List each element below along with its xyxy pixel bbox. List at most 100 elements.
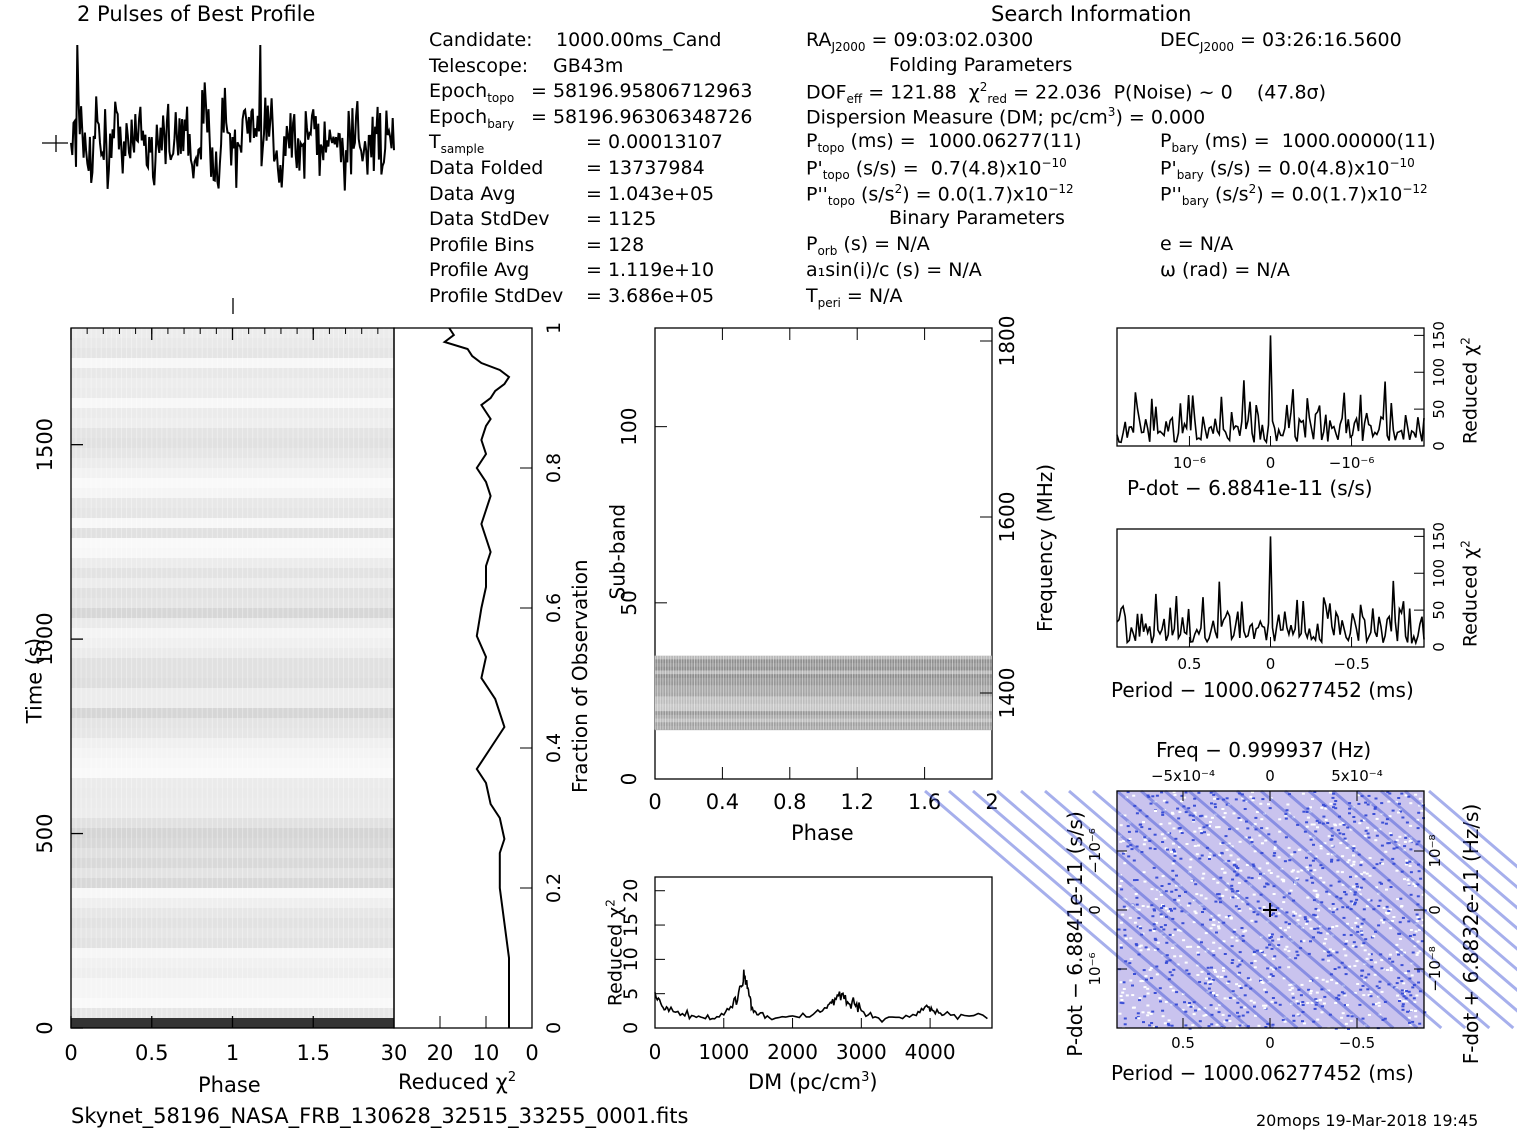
ppdot-pixel (1158, 987, 1162, 990)
ppdot-pixel (1352, 885, 1356, 888)
x-tick-label: 0.5 (135, 1041, 168, 1065)
ppdot-pixel (1202, 908, 1206, 911)
heat-row (71, 998, 394, 1009)
ppdot-pixel (1410, 938, 1414, 941)
ppdot-pixel (1119, 995, 1123, 998)
ppdot-pixel (1331, 796, 1335, 799)
ppdot-pixel (1400, 792, 1404, 795)
ppdot-pixel (1421, 924, 1425, 927)
phase-axis-label-mid: Phase (791, 821, 854, 845)
ppdot-pixel (1220, 867, 1224, 870)
ppdot-pixel (1403, 993, 1406, 996)
ppdot-pixel (1414, 1010, 1417, 1012)
ppdot-pixel (1153, 937, 1157, 940)
ppdot-pixel (1353, 820, 1357, 823)
ppdot-pixel (1260, 977, 1263, 980)
ppdot-pixel (1278, 830, 1282, 833)
ppdot-pixel (1292, 914, 1296, 917)
x-tick-label: 20 (427, 1041, 454, 1065)
x-tick-label: 1.6 (908, 790, 941, 814)
ppdot-pixel (1310, 823, 1314, 826)
ppdot-pixel (1353, 992, 1357, 994)
ppdot-pixel (1356, 917, 1360, 920)
ppdot-pixel (1408, 977, 1412, 980)
info-label: Epochtopo (429, 80, 515, 105)
ppdot-pixel (1407, 795, 1411, 798)
heat-row (71, 928, 394, 939)
ppdot-pixel (1159, 893, 1163, 896)
ppdot-pixel (1315, 999, 1319, 1002)
ppdot-pixel (1288, 989, 1292, 991)
ppdot-pixel (1238, 840, 1242, 843)
ppdot-pixel (1341, 855, 1345, 858)
ppdot-pixel (1335, 951, 1339, 954)
ppdot-pixel (1403, 845, 1407, 848)
ppdot-pixel (1172, 848, 1176, 851)
ppdot-pixel (1142, 843, 1146, 846)
ppdot-pixel (1320, 806, 1324, 809)
ppdot-pixel (1260, 852, 1264, 854)
ppdot-pixel (1378, 899, 1382, 902)
ppdot-pixel (1349, 864, 1353, 867)
ppdot-pixel (1184, 811, 1188, 814)
ppdot-pixel (1128, 821, 1132, 824)
ppdot-pixel (1348, 802, 1352, 805)
ppdot-pixel (1344, 893, 1348, 896)
ppdot-pixel (1334, 807, 1338, 810)
heat-row (71, 398, 394, 409)
ppdot-pixel (1273, 848, 1277, 850)
ppdot-pixel (1184, 1010, 1188, 1013)
ppdot-pixel (1312, 913, 1316, 916)
ppdot-pixel (1326, 932, 1330, 935)
x-tick-label: 0.4 (706, 790, 739, 814)
ppdot-pixel (1309, 927, 1313, 930)
heat-row (71, 428, 394, 439)
ppdot-pixel (1407, 990, 1411, 993)
ppdot-pixel (1373, 973, 1377, 976)
ppdot-pixel (1395, 982, 1399, 985)
ppdot-pixel (1182, 805, 1186, 808)
info-label: Data Folded (429, 157, 544, 179)
ppdot-pixel (1323, 842, 1327, 845)
ppdot-pixel (1362, 908, 1366, 911)
ppdot-pixel (1191, 839, 1195, 842)
ppdot-pixel (1335, 895, 1339, 898)
ppdot-pixel (1403, 878, 1406, 881)
ppdot-pixel (1295, 1000, 1299, 1003)
ppdot-pixel (1410, 974, 1414, 977)
ppdot-pixel (1367, 953, 1371, 956)
ppdot-pixel (1354, 945, 1358, 948)
ppdot-pixel (1339, 842, 1343, 845)
ppdot-pixel (1264, 1004, 1268, 1007)
ppdot-pixel (1160, 791, 1164, 794)
ppdot-pixel (1237, 817, 1241, 819)
ppdot-pixel (1391, 857, 1395, 860)
ppdot-pixel (1251, 799, 1255, 802)
ppdot-pixel (1337, 966, 1341, 969)
ppdot-pixel (1184, 891, 1187, 893)
ppdot-pixel (1332, 792, 1336, 795)
heat-row (71, 568, 394, 579)
ppdot-pixel (1250, 838, 1254, 841)
ppdot-pixel (1145, 815, 1149, 818)
ppdot-pixel (1265, 946, 1269, 949)
ppdot-pixel (1369, 990, 1373, 993)
ppdot-pixel (1128, 916, 1132, 919)
ppdot-pixel (1285, 911, 1289, 914)
subband-row (655, 681, 992, 686)
ppdot-pixel (1397, 953, 1400, 956)
ppdot-pixel (1367, 794, 1371, 797)
ppdot-pixel (1210, 802, 1213, 805)
ppdot-pixel (1249, 884, 1253, 887)
period-curve-line (1116, 536, 1425, 646)
y-tick-label: 100 (1430, 559, 1448, 588)
ppdot-pixel (1260, 827, 1264, 830)
ppdot-pixel (1140, 826, 1144, 829)
ppdot-pixel (1252, 825, 1255, 828)
ppdot-pixel (1130, 904, 1134, 907)
ppdot-pixel (1210, 914, 1214, 917)
ppdot-pixel (1396, 898, 1400, 901)
ppdot-pixel (1228, 1020, 1232, 1022)
ppdot-pixel (1165, 941, 1169, 944)
ppdot-pixel (1180, 800, 1183, 803)
